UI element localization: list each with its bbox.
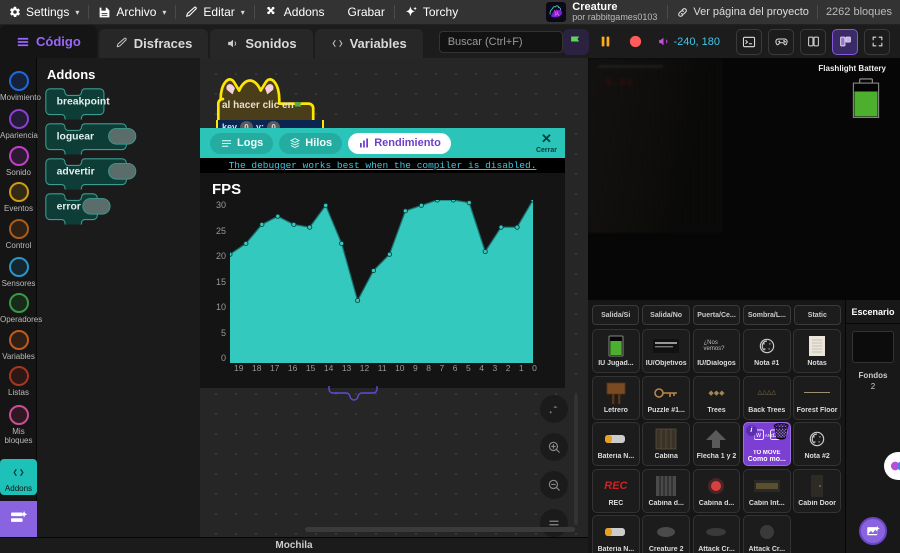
svg-text:W: W [756,433,761,439]
